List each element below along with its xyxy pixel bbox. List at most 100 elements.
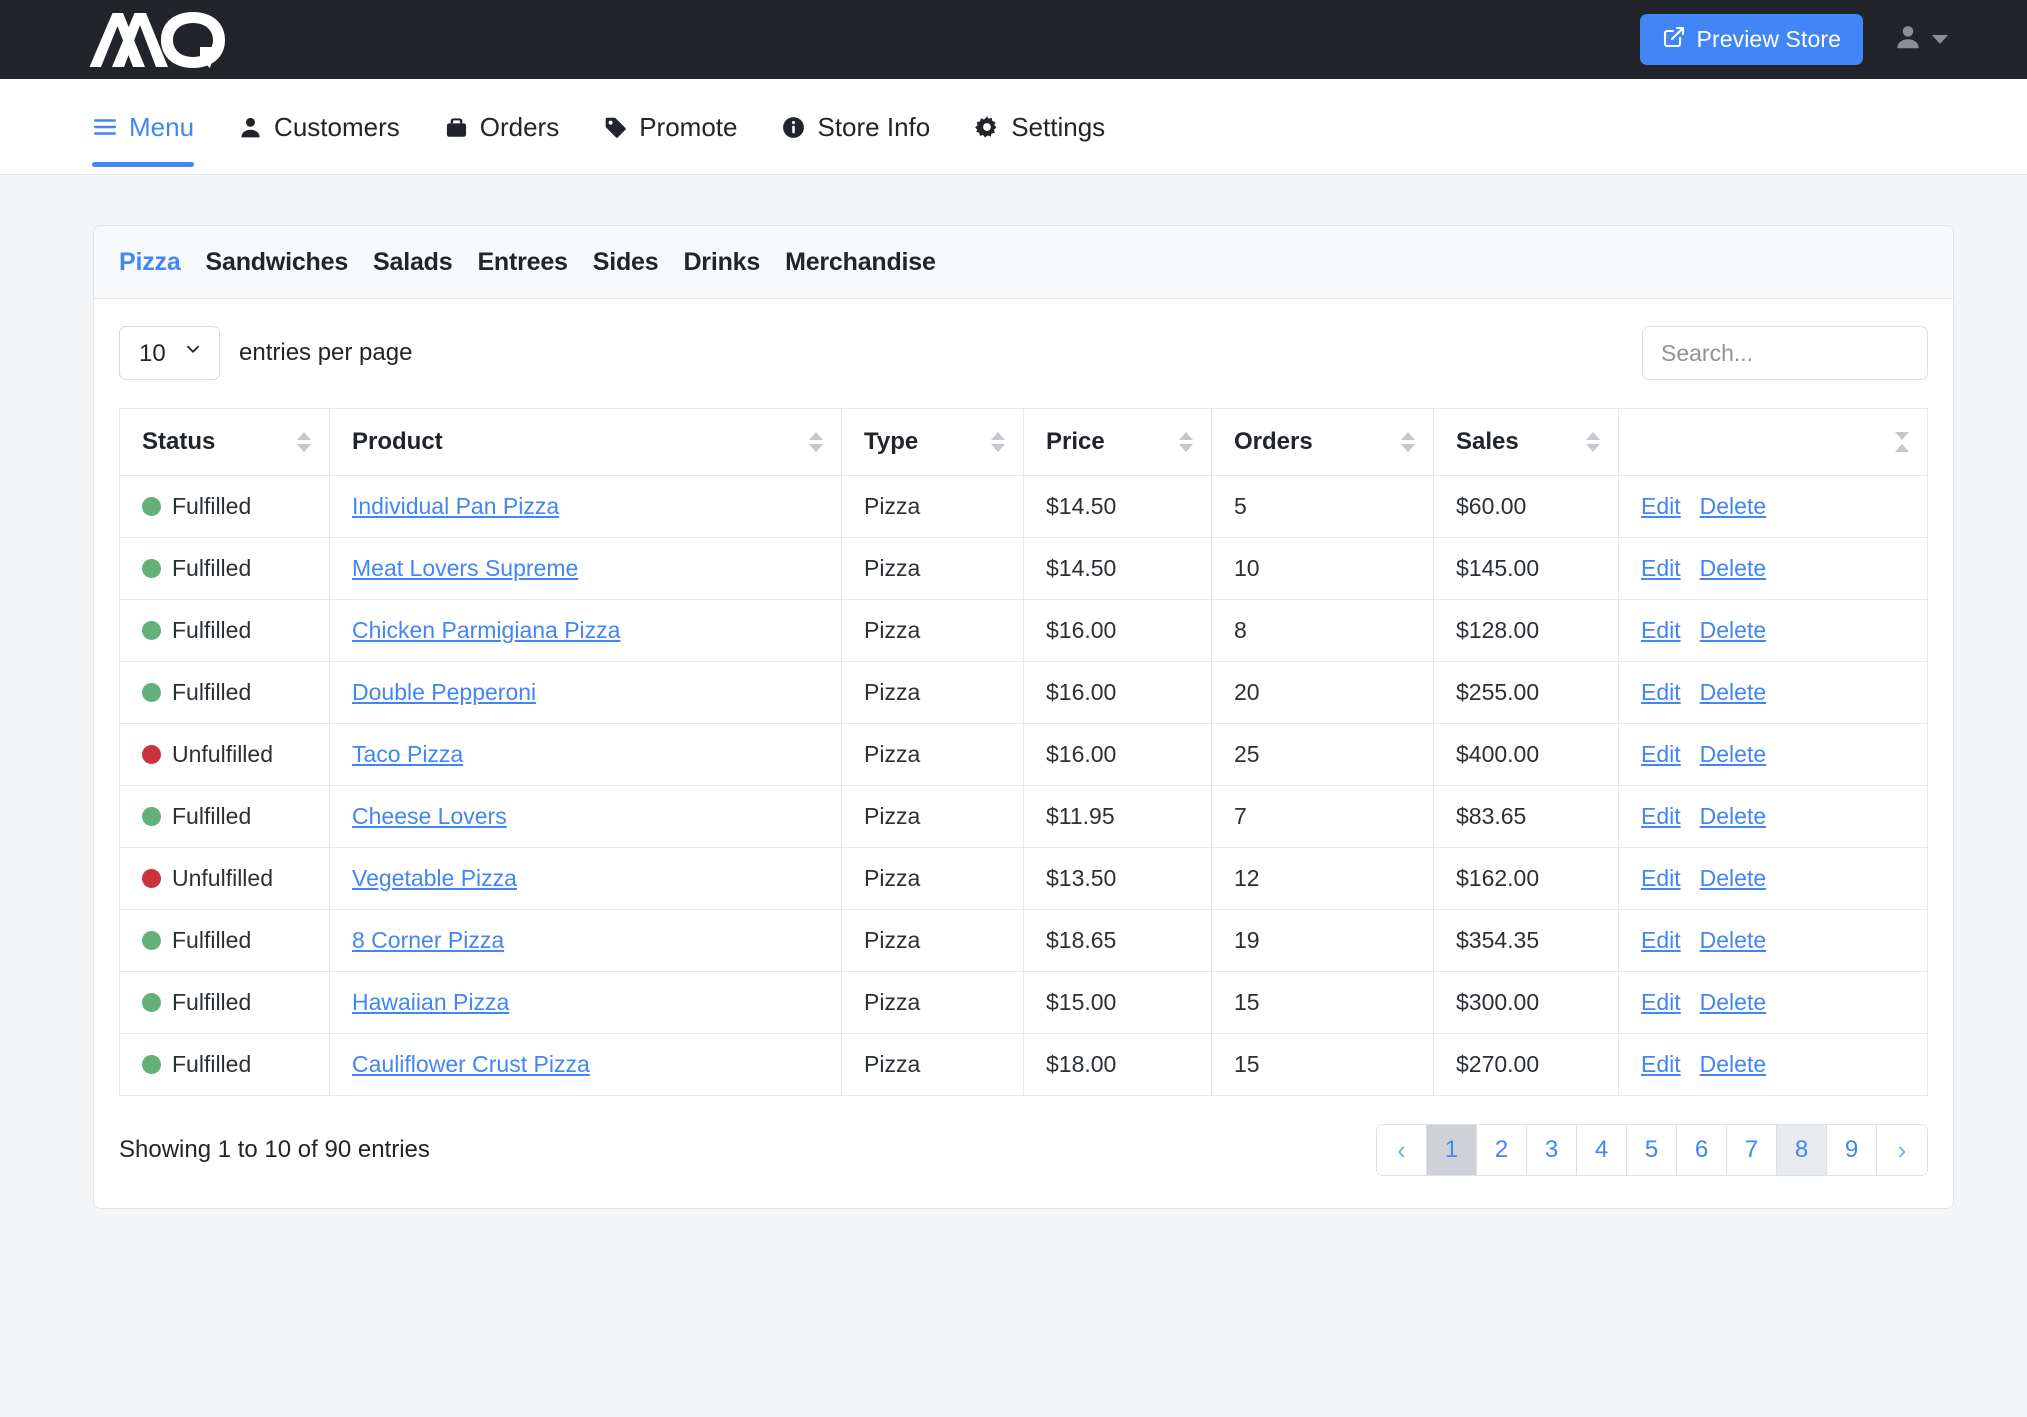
showing-entries-text: Showing 1 to 10 of 90 entries: [119, 1136, 430, 1163]
pagination-page-6[interactable]: 6: [1677, 1125, 1727, 1175]
status-dot-icon: [142, 497, 161, 516]
nav-item-settings[interactable]: Settings: [974, 79, 1105, 175]
table-row: Fulfilled Cauliflower Crust Pizza Pizza $18…: [119, 1033, 1928, 1096]
category-tab-entrees[interactable]: Entrees: [477, 248, 568, 276]
status-dot-icon: [142, 807, 161, 826]
cell-sales: $162.00: [1433, 847, 1619, 910]
category-tab-sides[interactable]: Sides: [592, 248, 659, 276]
preview-store-button[interactable]: Preview Store: [1639, 14, 1863, 65]
category-tabs: Pizza Sandwiches Salads Entrees Sides Dr…: [94, 226, 1953, 299]
delete-link[interactable]: Delete: [1699, 1051, 1767, 1077]
column-header-price[interactable]: Price: [1023, 408, 1212, 476]
delete-link[interactable]: Delete: [1699, 989, 1767, 1015]
column-header-sales[interactable]: Sales: [1433, 408, 1619, 476]
delete-link[interactable]: Delete: [1699, 741, 1767, 767]
pagination-arrow[interactable]: ›: [1877, 1125, 1927, 1175]
pagination-page-1[interactable]: 1: [1427, 1125, 1477, 1175]
product-link[interactable]: Individual Pan Pizza: [352, 493, 560, 519]
column-header-type[interactable]: Type: [841, 408, 1024, 476]
nav-item-customers[interactable]: Customers: [238, 79, 400, 175]
pagination-page-7[interactable]: 7: [1727, 1125, 1777, 1175]
product-link[interactable]: Cauliflower Crust Pizza: [352, 1051, 590, 1077]
delete-link[interactable]: Delete: [1699, 927, 1767, 953]
column-header-orders[interactable]: Orders: [1211, 408, 1434, 476]
chevron-down-icon: [1932, 35, 1948, 44]
column-label: Price: [1046, 428, 1105, 455]
status-label: Fulfilled: [172, 617, 252, 643]
card-body: 102550100 entries per page: [94, 299, 1953, 1096]
nav-item-store-info[interactable]: Store Info: [781, 79, 930, 175]
product-link[interactable]: Hawaiian Pizza: [352, 989, 510, 1015]
user-menu[interactable]: [1893, 22, 1954, 57]
pagination-page-9[interactable]: 9: [1827, 1125, 1877, 1175]
edit-link[interactable]: Edit: [1641, 617, 1681, 643]
category-tab-merchandise[interactable]: Merchandise: [785, 248, 936, 276]
cell-actions: Edit Delete: [1618, 1033, 1928, 1096]
edit-link[interactable]: Edit: [1641, 865, 1681, 891]
cell-product: Cauliflower Crust Pizza: [329, 1033, 842, 1096]
edit-link[interactable]: Edit: [1641, 493, 1681, 519]
delete-link[interactable]: Delete: [1699, 679, 1767, 705]
delete-link[interactable]: Delete: [1699, 803, 1767, 829]
sort-icon[interactable]: [809, 432, 823, 452]
category-tab-sandwiches[interactable]: Sandwiches: [205, 248, 349, 276]
table-body: Fulfilled Individual Pan Pizza Pizza $14.50…: [119, 475, 1928, 1096]
sort-icon[interactable]: [297, 432, 311, 452]
edit-link[interactable]: Edit: [1641, 1051, 1681, 1077]
column-header-actions[interactable]: [1618, 408, 1928, 476]
delete-link[interactable]: Delete: [1699, 493, 1767, 519]
sort-icon[interactable]: [1586, 432, 1600, 452]
nav-item-orders[interactable]: Orders: [444, 79, 559, 175]
delete-link[interactable]: Delete: [1699, 617, 1767, 643]
product-link[interactable]: Cheese Lovers: [352, 803, 507, 829]
products-table: Status Product Type Price Orders Sales: [119, 408, 1928, 1096]
gear-icon: [974, 114, 1000, 140]
product-link[interactable]: Taco Pizza: [352, 741, 464, 767]
product-link[interactable]: 8 Corner Pizza: [352, 927, 505, 953]
status-label: Fulfilled: [172, 555, 252, 581]
nav-label: Customers: [274, 111, 400, 142]
edit-link[interactable]: Edit: [1641, 679, 1681, 705]
pagination-page-3[interactable]: 3: [1527, 1125, 1577, 1175]
category-tab-drinks[interactable]: Drinks: [683, 248, 761, 276]
cell-price: $14.50: [1023, 537, 1212, 600]
aq-logo[interactable]: [88, 11, 240, 69]
status-label: Fulfilled: [172, 927, 252, 953]
sort-icon[interactable]: [991, 432, 1005, 452]
entries-per-page-select[interactable]: 102550100: [119, 326, 220, 380]
cell-type: Pizza: [841, 723, 1024, 786]
table-row: Unfulfilled Vegetable Pizza Pizza $13.50 12 $…: [119, 847, 1928, 910]
pagination-page-8[interactable]: 8: [1777, 1125, 1827, 1175]
column-header-status[interactable]: Status: [119, 408, 330, 476]
sort-icon[interactable]: [1895, 432, 1909, 452]
table-row: Fulfilled Individual Pan Pizza Pizza $14.50…: [119, 475, 1928, 538]
user-icon: [238, 115, 263, 140]
category-tab-pizza[interactable]: Pizza: [119, 248, 181, 276]
pagination-page-5[interactable]: 5: [1627, 1125, 1677, 1175]
product-link[interactable]: Meat Lovers Supreme: [352, 555, 579, 581]
cell-actions: Edit Delete: [1618, 847, 1928, 910]
edit-link[interactable]: Edit: [1641, 555, 1681, 581]
cell-sales: $270.00: [1433, 1033, 1619, 1096]
category-tab-salads[interactable]: Salads: [373, 248, 453, 276]
nav-item-promote[interactable]: Promote: [603, 79, 737, 175]
edit-link[interactable]: Edit: [1641, 741, 1681, 767]
pagination-page-2[interactable]: 2: [1477, 1125, 1527, 1175]
pagination-page-4[interactable]: 4: [1577, 1125, 1627, 1175]
delete-link[interactable]: Delete: [1699, 865, 1767, 891]
delete-link[interactable]: Delete: [1699, 555, 1767, 581]
product-link[interactable]: Double Pepperoni: [352, 679, 537, 705]
sort-icon[interactable]: [1179, 432, 1193, 452]
menu-card: Pizza Sandwiches Salads Entrees Sides Dr…: [93, 225, 1954, 1209]
edit-link[interactable]: Edit: [1641, 989, 1681, 1015]
edit-link[interactable]: Edit: [1641, 803, 1681, 829]
edit-link[interactable]: Edit: [1641, 927, 1681, 953]
column-header-product[interactable]: Product: [329, 408, 842, 476]
nav-item-menu[interactable]: Menu: [92, 79, 195, 175]
product-link[interactable]: Vegetable Pizza: [352, 865, 517, 891]
product-link[interactable]: Chicken Parmigiana Pizza: [352, 617, 621, 643]
search-input[interactable]: [1642, 326, 1928, 380]
cell-status: Fulfilled: [119, 537, 330, 600]
sort-icon[interactable]: [1401, 432, 1415, 452]
pagination-arrow[interactable]: ‹: [1377, 1125, 1427, 1175]
